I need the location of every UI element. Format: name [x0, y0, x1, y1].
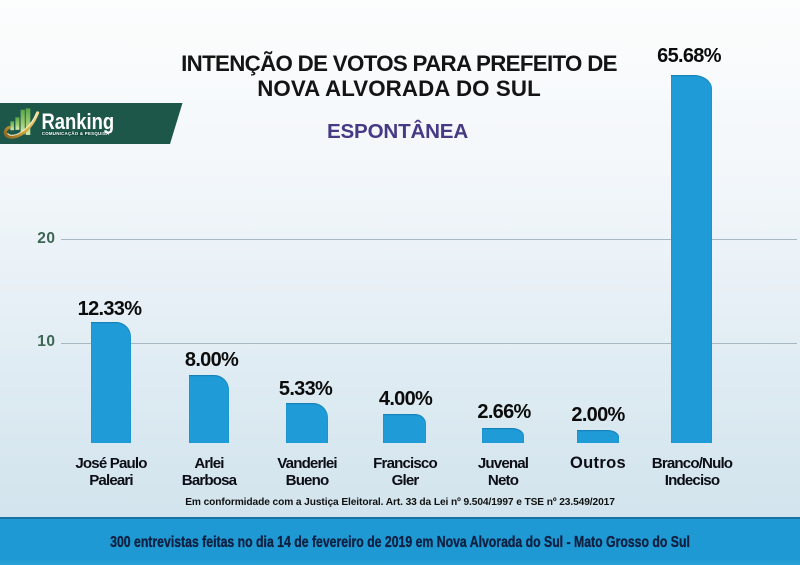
svg-text:COMUNICAÇÃO & PESQUISA: COMUNICAÇÃO & PESQUISA [42, 131, 110, 136]
svg-text:Ranking: Ranking [42, 109, 115, 134]
